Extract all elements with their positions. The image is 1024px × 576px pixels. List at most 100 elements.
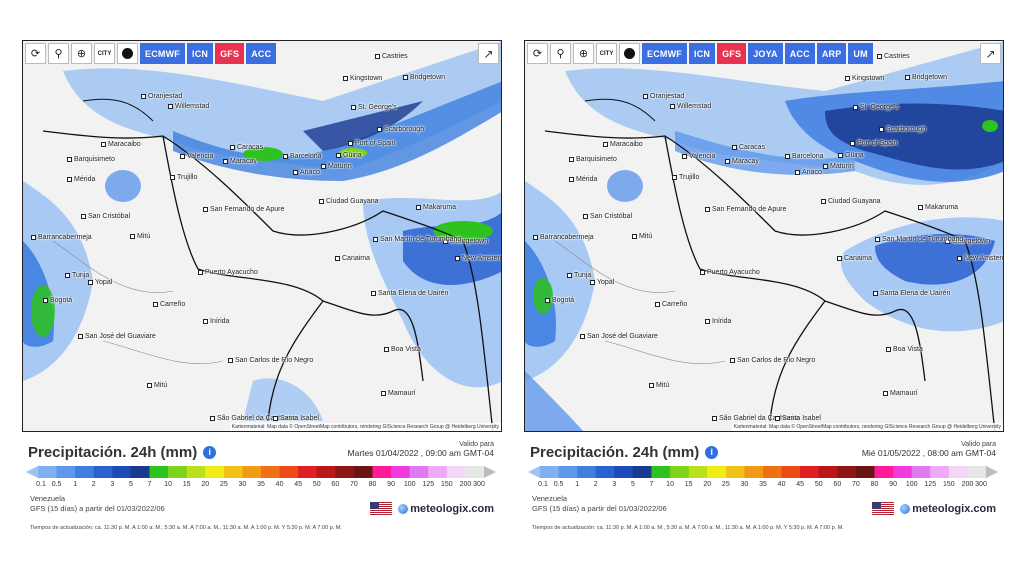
meteologix-logo[interactable]: meteologix.com	[900, 503, 996, 515]
legend-color-swatch	[948, 466, 968, 478]
city-label: Mérida	[569, 176, 597, 183]
legend-tick-label: 300	[975, 481, 987, 488]
legend-tick-label: 15	[684, 481, 693, 488]
city-label: Castries	[877, 53, 910, 60]
dark-mode-icon[interactable]	[117, 43, 138, 64]
region-name: Venezuela	[30, 494, 66, 503]
zoom-icon[interactable]: ⊕	[71, 43, 92, 64]
model-button-arp[interactable]: ARP	[816, 43, 847, 64]
city-label: Carreño	[153, 301, 185, 308]
city-label: San Cristóbal	[81, 213, 130, 220]
share-icon[interactable]: ↗	[478, 43, 499, 64]
city-label: Tunja	[65, 272, 89, 279]
legend-tick-label: 90	[387, 481, 395, 488]
city-label: Inírida	[705, 318, 731, 325]
location-pin-icon[interactable]: ⚲	[550, 43, 571, 64]
meteologix-logo[interactable]: meteologix.com	[398, 503, 494, 515]
us-flag-icon[interactable]	[872, 502, 895, 515]
valid-for: Valido para Mié 01/05/2022 , 08:00 am GM…	[862, 440, 996, 458]
city-label: Güiria	[838, 152, 864, 159]
legend-color-swatch	[446, 466, 466, 478]
legend-color-swatch	[930, 466, 950, 478]
brand-area: meteologix.com	[872, 502, 996, 515]
model-button-icn[interactable]: ICN	[689, 43, 716, 64]
legend-tick-label: 7	[147, 481, 152, 488]
model-button-gfs[interactable]: GFS	[717, 43, 747, 64]
refresh-icon[interactable]: ⟳	[527, 43, 548, 64]
legend-color-swatch	[149, 466, 169, 478]
legend-tick-label: 10	[164, 481, 172, 488]
legend-tick-label: 0.1	[538, 481, 548, 488]
location-pin-icon[interactable]: ⚲	[48, 43, 69, 64]
us-flag-icon[interactable]	[370, 502, 393, 515]
info-icon[interactable]: i	[203, 445, 217, 459]
city-label: Trujillo	[672, 174, 699, 181]
city-labels-icon[interactable]: CITY	[94, 43, 115, 64]
legend-tick-label: 20	[703, 481, 712, 488]
city-label: Inírida	[203, 318, 229, 325]
model-button-gfs[interactable]: GFS	[215, 43, 245, 64]
legend-tick-label: 3	[110, 481, 115, 488]
city-label: Georgetown	[443, 238, 488, 245]
legend-tick-label: 60	[331, 481, 340, 488]
precipitation-map[interactable]: ⟳ ⚲ ⊕ CITY ECMWF ICN GFS ACC ↗ Castries K…	[22, 40, 502, 432]
legend-tick-labels: 0.1 0.5 1 2 3 5 7 10 15 20 25 30 35 40 45 50 60 70 80 90 100…	[528, 481, 998, 491]
legend-color-swatch	[781, 466, 801, 478]
city-label: San José del Guaviare	[580, 333, 658, 340]
city-label: Bogotá	[545, 297, 574, 304]
refresh-icon[interactable]: ⟳	[25, 43, 46, 64]
zoom-icon[interactable]: ⊕	[573, 43, 594, 64]
legend-color-swatch	[540, 466, 560, 478]
legend-tick-label: 0.5	[553, 481, 564, 488]
dark-mode-dot	[122, 48, 133, 59]
model-button-um[interactable]: UM	[848, 43, 873, 64]
update-times: Tiempos de actualización: ca. 11:30 p. M…	[30, 525, 342, 531]
city-label: Mitú	[649, 382, 669, 389]
model-button-joya[interactable]: JOYA	[748, 43, 783, 64]
legend-tick-label: 35	[257, 481, 265, 488]
model-button-acc[interactable]: ACC	[784, 43, 815, 64]
legend-color-swatch	[335, 466, 355, 478]
legend-tick-label: 1	[73, 481, 78, 488]
map-meta: Venezuela GFS (15 días) a partir del 01/…	[30, 494, 165, 514]
city-label: Castries	[375, 53, 408, 60]
legend-color-swatch	[818, 466, 838, 478]
legend-color-swatch	[893, 466, 913, 478]
model-button-acc[interactable]: ACC	[246, 43, 277, 64]
city-label: San Martín de Turumbang	[373, 236, 461, 243]
city-label: Mitú	[147, 382, 167, 389]
legend-color-swatch	[26, 466, 38, 478]
city-labels-icon[interactable]: CITY	[596, 43, 617, 64]
legend-tick-label: 125	[924, 481, 937, 488]
model-button-icn[interactable]: ICN	[187, 43, 214, 64]
city-label: San Fernando de Apure	[705, 206, 786, 213]
city-label: Canaima	[837, 255, 872, 262]
city-label: New Amsterdam	[957, 255, 1003, 262]
map-header: Precipitación. 24h (mm) i Valido para Mar…	[28, 440, 498, 464]
legend-tick-label: 25	[721, 481, 730, 488]
legend-tick-label: 15	[182, 481, 191, 488]
color-legend-bar	[528, 466, 998, 478]
legend-tick-label: 2	[91, 481, 96, 488]
dark-mode-icon[interactable]	[619, 43, 640, 64]
city-label: Maturín	[321, 163, 352, 170]
legend-tick-label: 45	[294, 481, 303, 488]
model-button-ecmwf[interactable]: ECMWF	[642, 43, 687, 64]
share-icon[interactable]: ↗	[980, 43, 1001, 64]
legend-tick-label: 40	[777, 481, 786, 488]
valid-label: Valido para	[961, 441, 996, 448]
city-label: Santa Elena de Uairén	[873, 290, 950, 297]
map-meta: Venezuela GFS (15 días) a partir del 01/…	[532, 494, 667, 514]
city-label: Barrancabermeja	[533, 234, 594, 241]
model-button-ecmwf[interactable]: ECMWF	[140, 43, 185, 64]
city-label: Barquisimeto	[67, 156, 115, 163]
precipitation-map[interactable]: ⟳ ⚲ ⊕ CITY ECMWF ICN GFS JOYA ACC ARP UM…	[524, 40, 1004, 432]
legend-color-swatch	[577, 466, 597, 478]
city-label: Mérida	[67, 176, 95, 183]
legend-color-swatch	[986, 466, 998, 478]
legend-color-swatch	[130, 466, 150, 478]
city-label: San Carlos de Río Negro	[228, 357, 313, 364]
info-icon[interactable]: i	[705, 445, 719, 459]
city-label: Scarborough	[879, 126, 926, 133]
legend-color-swatch	[800, 466, 820, 478]
